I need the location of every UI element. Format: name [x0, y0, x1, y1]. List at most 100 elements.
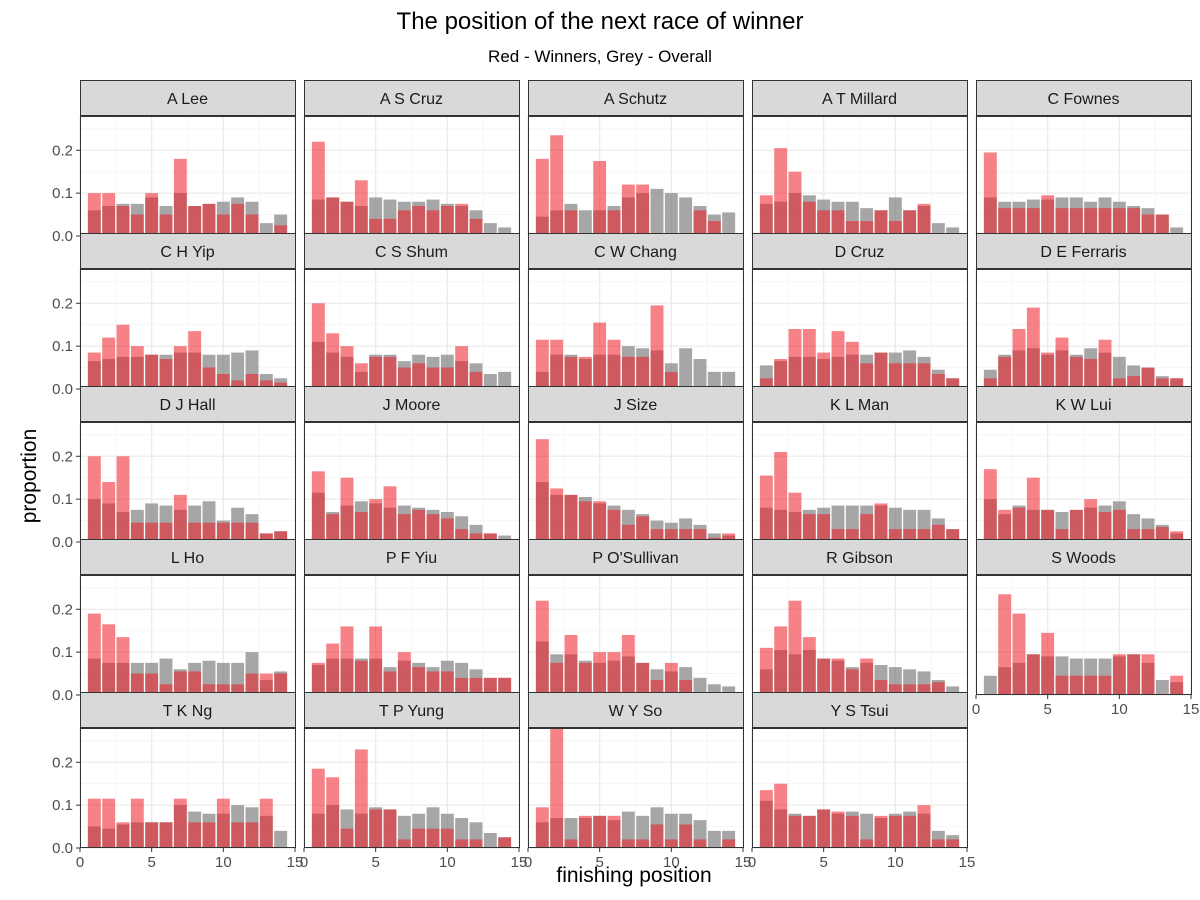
- bar-winners: [426, 210, 440, 236]
- bar-winners: [231, 203, 245, 236]
- facet-panel-j-moore: J Moore: [303, 386, 520, 543]
- bar-winners: [788, 600, 802, 695]
- bar-winners: [636, 356, 650, 389]
- bar-winners: [412, 363, 426, 389]
- facet-panel-k-l-man: K L Man: [751, 386, 968, 543]
- bar-winners: [1112, 509, 1126, 542]
- bar-winners: [1141, 529, 1155, 542]
- bar-winners: [1012, 329, 1026, 389]
- bar-overall: [983, 675, 997, 695]
- facet-strip: [528, 692, 744, 728]
- y-tick-label: 0.2: [52, 295, 73, 312]
- bar-winners: [1170, 378, 1184, 389]
- bar-winners: [860, 221, 874, 236]
- bar-winners: [535, 600, 549, 695]
- x-tick-label: 5: [595, 854, 603, 871]
- facet-strip: [528, 539, 744, 575]
- facet-panel-c-s-shum: C S Shum: [303, 233, 520, 390]
- panel-border: [80, 728, 296, 848]
- bar-winners: [817, 809, 831, 848]
- bar-winners: [888, 221, 902, 236]
- bar-winners: [1112, 378, 1126, 389]
- x-tick-label: 15: [511, 854, 528, 871]
- bar-winners: [845, 669, 859, 695]
- bar-winners: [202, 522, 216, 542]
- x-tick-label: 10: [1111, 701, 1128, 718]
- facet-strip-label: L Ho: [171, 550, 204, 567]
- bar-winners: [1170, 675, 1184, 695]
- facet-strip: [752, 233, 968, 269]
- facet-strip-label: D Cruz: [835, 244, 885, 261]
- bar-winners: [1012, 208, 1026, 236]
- bar-winners: [245, 822, 259, 848]
- bar-winners: [903, 684, 917, 695]
- bar-winners: [946, 378, 960, 389]
- x-tick-label: 5: [147, 854, 155, 871]
- bar-winners: [159, 522, 173, 542]
- bar-winners: [426, 367, 440, 389]
- bar-winners: [788, 815, 802, 848]
- x-tick-label: 0: [300, 854, 308, 871]
- bar-winners: [188, 206, 202, 236]
- bar-winners: [564, 839, 578, 848]
- bar-winners: [607, 509, 621, 542]
- bar-overall: [679, 348, 693, 389]
- bar-winners: [998, 594, 1012, 695]
- bar-winners: [145, 822, 159, 848]
- bar-winners: [245, 673, 259, 695]
- bar-winners: [607, 339, 621, 389]
- bar-winners: [593, 322, 607, 389]
- facet-strip-label: A T Millard: [822, 91, 897, 108]
- bar-winners: [354, 660, 368, 695]
- bar-winners: [87, 798, 101, 848]
- bar-winners: [412, 206, 426, 236]
- bar-winners: [354, 512, 368, 542]
- facet-panel-c-w-chang: C W Chang: [527, 233, 744, 390]
- bar-winners: [679, 529, 693, 542]
- bar-winners: [1055, 208, 1069, 236]
- bar-winners: [831, 210, 845, 236]
- bar-winners: [469, 533, 483, 542]
- facet-strip: [80, 692, 296, 728]
- bar-winners: [340, 477, 354, 542]
- bar-winners: [455, 529, 469, 542]
- bar-winners: [1041, 352, 1055, 389]
- facet-strip-label: W Y So: [609, 703, 663, 720]
- bar-winners: [998, 509, 1012, 542]
- facet-strip: [304, 692, 520, 728]
- bar-winners: [369, 626, 383, 695]
- bar-overall: [931, 223, 945, 236]
- bar-winners: [578, 815, 592, 848]
- bar-winners: [116, 456, 130, 542]
- bar-winners: [498, 837, 512, 848]
- bar-winners: [707, 221, 721, 236]
- bar-winners: [1127, 529, 1141, 542]
- x-axis-label: finishing position: [556, 864, 712, 887]
- y-tick-label: 0.2: [52, 601, 73, 618]
- bar-winners: [311, 141, 325, 236]
- bar-winners: [535, 807, 549, 848]
- panel-border: [752, 728, 968, 848]
- bar-winners: [535, 339, 549, 389]
- bar-winners: [636, 662, 650, 695]
- y-tick-label: 0.0: [52, 840, 73, 857]
- bar-winners: [1055, 529, 1069, 542]
- y-tick-label: 0.0: [52, 381, 73, 398]
- facet-strip: [976, 233, 1192, 269]
- facet-strip: [80, 233, 296, 269]
- bar-winners: [621, 356, 635, 389]
- bar-winners: [311, 471, 325, 542]
- bar-winners: [87, 613, 101, 695]
- bar-winners: [802, 329, 816, 389]
- bar-overall: [707, 830, 721, 848]
- bar-winners: [469, 371, 483, 389]
- bar-winners: [774, 359, 788, 389]
- bar-winners: [874, 680, 888, 695]
- facet-strip: [80, 80, 296, 116]
- facet-panel-p-o-sullivan: P O'Sullivan: [527, 539, 744, 696]
- bar-winners: [1069, 356, 1083, 389]
- bar-winners: [326, 514, 340, 542]
- bar-winners: [650, 529, 664, 542]
- bar-winners: [231, 522, 245, 542]
- x-tick-label: 0: [972, 701, 980, 718]
